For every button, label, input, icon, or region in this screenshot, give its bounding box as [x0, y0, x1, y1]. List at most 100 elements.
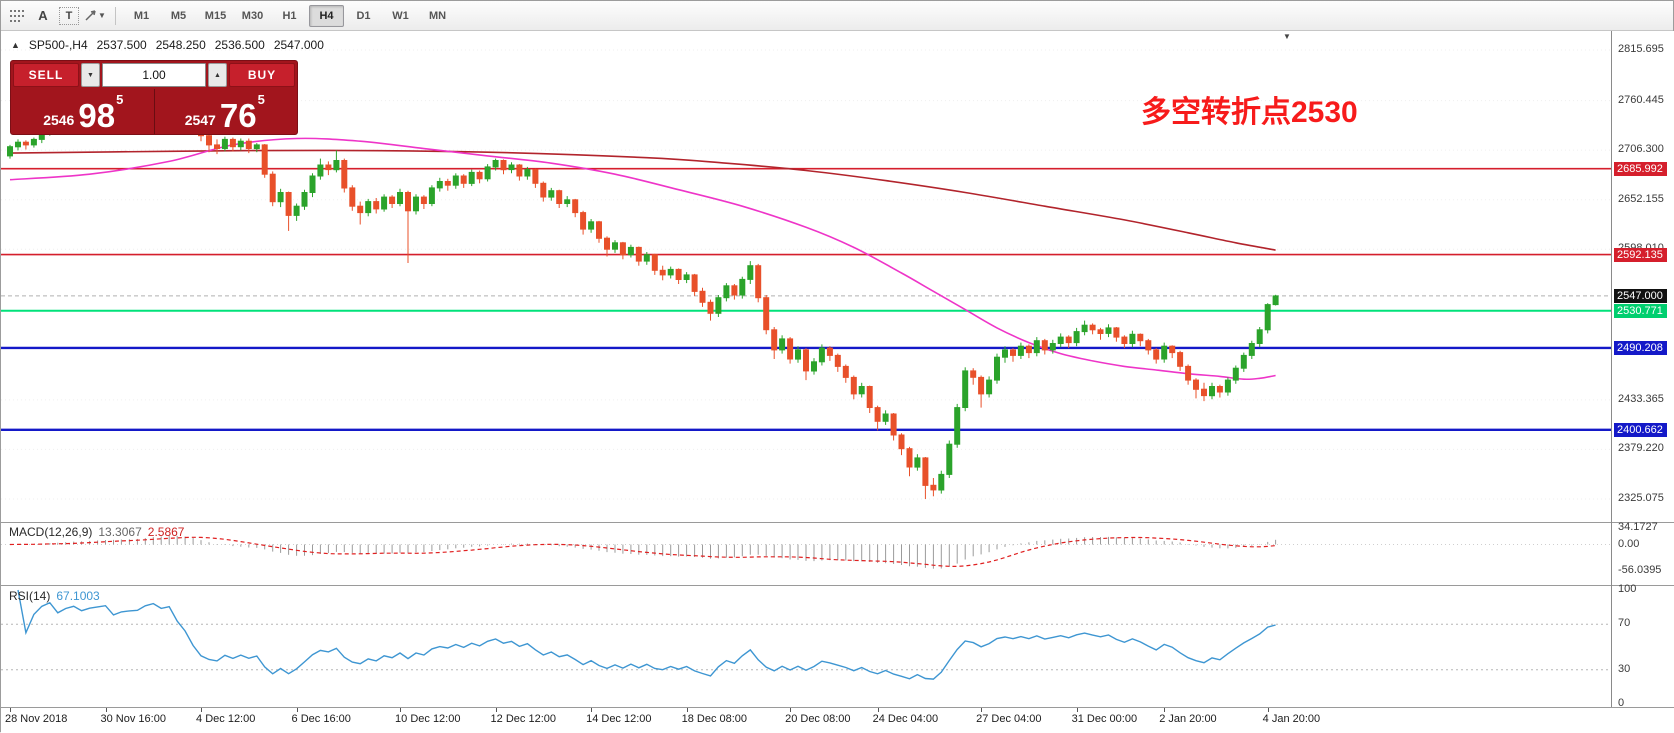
- tf-button-m15[interactable]: M15: [204, 9, 227, 22]
- bid-point: 5: [116, 92, 124, 107]
- macd-axis-label: 0.00: [1618, 537, 1640, 550]
- price-axis-label: 2325.075: [1618, 492, 1664, 504]
- text-label-tool[interactable]: A: [31, 5, 55, 27]
- tf-button-mn[interactable]: MN: [428, 9, 447, 22]
- rsi-axis-label: 30: [1618, 662, 1631, 675]
- chart-area[interactable]: ▲ SP500-,H4 2537.500 2548.250 2536.500 2…: [1, 31, 1674, 733]
- price-axis-label: 2760.445: [1618, 93, 1664, 106]
- time-tick: [1267, 708, 1269, 712]
- tf-button-m5[interactable]: M5: [170, 9, 187, 22]
- time-axis-border: [1, 707, 1674, 708]
- time-tick: [10, 708, 11, 712]
- tf-button-d1[interactable]: D1: [356, 9, 371, 22]
- text-box-tool[interactable]: T: [57, 5, 81, 27]
- tick-direction-icon: ▲: [11, 40, 20, 50]
- macd-axis-label: 34.1727: [1618, 521, 1658, 534]
- cursor-grid-icon[interactable]: [5, 5, 29, 27]
- time-tick: [296, 708, 298, 712]
- arrow-shape-icon: [85, 10, 96, 21]
- macd-signal-line: [9, 536, 1276, 568]
- macd-name: MACD(12,26,9): [9, 525, 93, 539]
- time-axis-label: 4 Jan 20:00: [1262, 713, 1321, 725]
- ma-slow-line[interactable]: [9, 149, 1276, 251]
- main-price-chart[interactable]: [1, 31, 1674, 521]
- time-axis-label: 20 Dec 08:00: [785, 713, 851, 725]
- horizontal-level-lines[interactable]: [1, 167, 1611, 431]
- time-axis-label: 14 Dec 12:00: [586, 713, 652, 725]
- chart-shift-marker[interactable]: ▼: [1283, 32, 1291, 41]
- time-axis-label: 28 Nov 2018: [5, 713, 68, 725]
- rsi-value: 67.1003: [56, 589, 100, 603]
- price-level-tag: 2685.992: [1614, 161, 1667, 176]
- rsi-line: [17, 589, 1276, 680]
- volume-up-button[interactable]: ▲: [208, 63, 227, 87]
- time-axis-label: 4 Dec 12:00: [196, 713, 256, 725]
- bid-price[interactable]: 2546 98 5: [13, 89, 154, 134]
- time-axis-label: 27 Dec 04:00: [976, 713, 1042, 725]
- rsi-panel[interactable]: [1, 586, 1674, 706]
- chart-text-annotation: 多空转折点2530: [1141, 96, 1358, 129]
- time-tick: [495, 708, 497, 712]
- time-axis-label: 31 Dec 00:00: [1071, 713, 1138, 725]
- time-axis-label: 18 Dec 08:00: [681, 713, 748, 725]
- price-level-tag: 2490.208: [1614, 340, 1667, 355]
- tf-button-h1[interactable]: H1: [282, 9, 297, 22]
- ohlc-low: 2536.500: [214, 38, 265, 52]
- time-tick: [877, 708, 879, 712]
- volume-down-button[interactable]: ▼: [81, 63, 100, 87]
- time-tick: [1076, 708, 1078, 712]
- panel-splitter[interactable]: [1, 522, 1674, 523]
- price-axis-label: 2652.155: [1618, 192, 1664, 205]
- ask-pips: 76: [219, 96, 257, 134]
- macd-indicator-label: MACD(12,26,9) 13.3067 2.5867: [9, 525, 184, 539]
- ohlc-close: 2547.000: [273, 38, 324, 52]
- volume-input[interactable]: [102, 63, 206, 87]
- candles[interactable]: [7, 64, 1279, 499]
- bid-integer: 2546: [43, 112, 75, 128]
- current-price-tag: 2547.000: [1614, 288, 1667, 303]
- panel-splitter[interactable]: [1, 585, 1674, 586]
- rsi-axis-label: 70: [1618, 617, 1631, 630]
- tf-button-m1[interactable]: M1: [133, 9, 150, 22]
- price-axis-label: 2815.695: [1618, 43, 1664, 55]
- rsi-axis-label: 0: [1618, 697, 1625, 709]
- shapes-dropdown[interactable]: ▼: [83, 5, 107, 27]
- time-axis-label: 6 Dec 16:00: [291, 713, 351, 725]
- time-tick: [686, 708, 688, 712]
- price-level-tag: 2400.662: [1614, 422, 1667, 437]
- rsi-indicator-label: RSI(14) 67.1003: [9, 589, 100, 603]
- macd-axis-label: -56.0395: [1618, 564, 1662, 577]
- time-tick: [790, 708, 792, 712]
- ma-fast-line[interactable]: [9, 137, 1276, 381]
- symbol-title: SP500-,H4: [28, 38, 88, 52]
- tf-button-m30[interactable]: M30: [241, 9, 264, 22]
- time-tick: [591, 708, 593, 712]
- macd-histogram: [17, 535, 1277, 569]
- price-level-tag: 2592.135: [1614, 247, 1667, 262]
- tf-button-h4[interactable]: H4: [309, 4, 344, 27]
- chevron-down-icon: ▼: [98, 11, 106, 20]
- macd-value: 13.3067: [98, 525, 142, 539]
- ask-price[interactable]: 2547 76 5: [153, 89, 296, 134]
- time-tick: [201, 708, 203, 712]
- ohlc-open: 2537.500: [96, 38, 147, 52]
- time-tick: [981, 708, 983, 712]
- macd-panel[interactable]: [1, 523, 1674, 584]
- time-axis-label: 24 Dec 04:00: [872, 713, 939, 725]
- rsi-axis-label: 100: [1618, 583, 1637, 595]
- time-axis-label: 10 Dec 12:00: [395, 713, 461, 725]
- bid-pips: 98: [78, 96, 116, 134]
- sell-button[interactable]: SELL: [13, 63, 79, 87]
- toolbar-separator: [115, 6, 116, 25]
- price-level-tag: 2530.771: [1614, 303, 1667, 318]
- price-axis-label: 2706.300: [1618, 143, 1664, 156]
- buy-button[interactable]: BUY: [229, 63, 295, 87]
- text-box-glyph: T: [59, 6, 79, 25]
- time-tick: [1164, 708, 1166, 712]
- one-click-trade-panel: SELL ▼ ▲ BUY 2546 98 5 2547 76 5: [10, 60, 298, 135]
- ask-integer: 2547: [184, 112, 216, 128]
- tf-button-w1[interactable]: W1: [392, 9, 409, 22]
- price-axis-label: 2433.365: [1618, 392, 1664, 405]
- time-tick: [105, 708, 107, 712]
- time-axis-label: 30 Nov 16:00: [100, 713, 166, 725]
